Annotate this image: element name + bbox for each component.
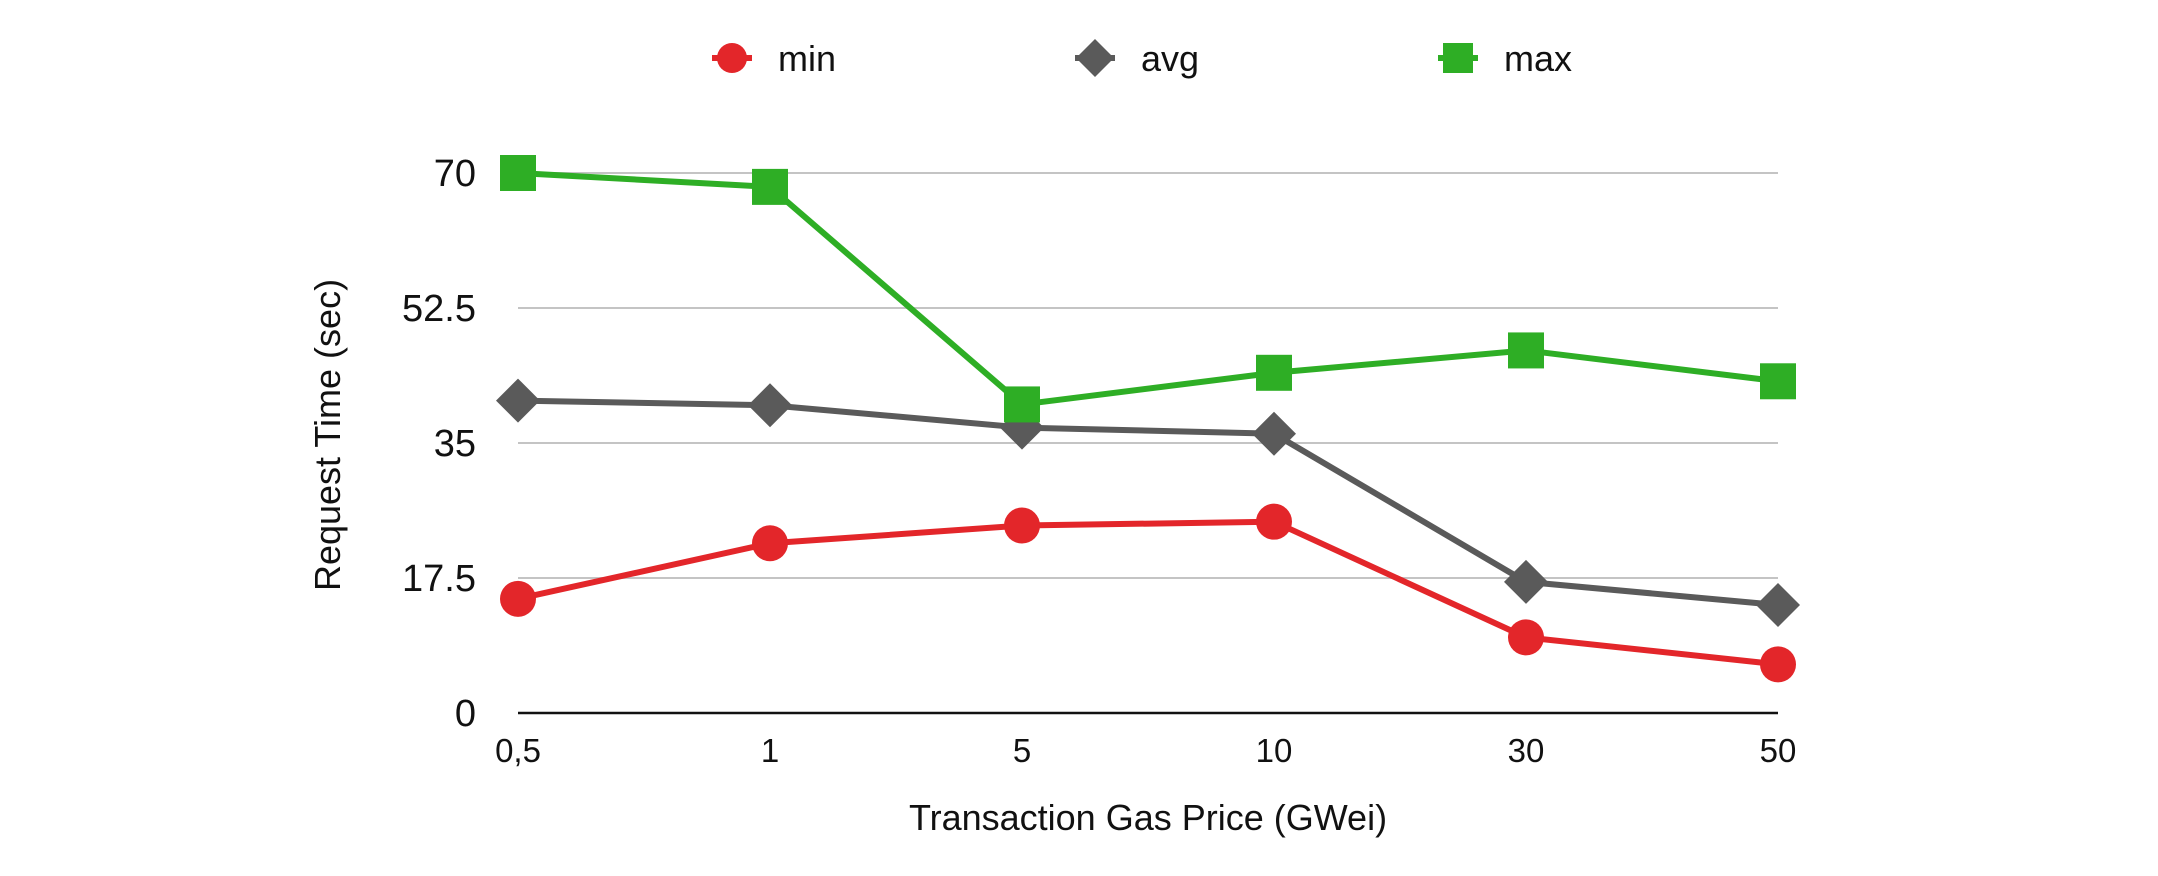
series-avg — [496, 378, 1800, 627]
x-tick-label: 5 — [1013, 732, 1031, 769]
x-tick-labels: 0,5 1 5 10 30 50 — [495, 732, 1796, 769]
y-tick-label: 0 — [455, 693, 476, 735]
series-max — [500, 155, 1796, 423]
legend-label: avg — [1141, 38, 1199, 79]
legend: min avg max — [712, 38, 1572, 79]
data-point-max — [1508, 332, 1544, 369]
x-tick-label: 50 — [1760, 732, 1797, 769]
data-point-min — [752, 525, 788, 562]
data-point-avg — [496, 378, 540, 423]
legend-marker-avg — [1076, 39, 1114, 77]
legend-marker-max — [1443, 43, 1473, 73]
series-line-max — [517, 170, 1779, 408]
data-point-max — [1004, 386, 1040, 423]
x-tick-label: 30 — [1508, 732, 1545, 769]
y-tick-label: 17.5 — [402, 558, 476, 600]
legend-item-max: max — [1438, 38, 1572, 79]
data-point-avg — [748, 383, 792, 428]
data-point-max — [752, 168, 788, 205]
data-point-min — [1760, 646, 1796, 683]
grid-lines — [518, 172, 1778, 579]
series-line-min — [517, 518, 1779, 668]
x-tick-label: 1 — [761, 732, 779, 769]
data-point-avg — [1756, 583, 1800, 627]
x-axis-title: Transaction Gas Price (GWei) — [909, 797, 1387, 838]
y-tick-label: 52.5 — [402, 288, 476, 330]
series-line-avg — [517, 397, 1779, 608]
data-point-max — [1760, 363, 1796, 400]
data-point-min — [500, 580, 536, 617]
legend-label: max — [1504, 38, 1572, 79]
x-tick-label: 0,5 — [495, 732, 541, 769]
y-tick-label: 70 — [434, 153, 476, 195]
y-tick-labels: 0 17.5 35 52.5 70 — [402, 153, 476, 735]
y-tick-label: 35 — [434, 423, 476, 465]
legend-item-avg: avg — [1075, 38, 1199, 79]
legend-label: min — [778, 38, 836, 79]
data-point-min — [1256, 503, 1292, 540]
legend-marker-min — [717, 43, 747, 73]
data-point-min — [1004, 507, 1040, 544]
x-tick-label: 10 — [1256, 732, 1293, 769]
data-point-avg — [1504, 559, 1548, 604]
data-point-min — [1508, 619, 1544, 656]
data-point-max — [1256, 354, 1292, 391]
data-point-avg — [1252, 411, 1296, 456]
series-group — [496, 155, 1800, 683]
y-axis-title: Request Time (sec) — [307, 279, 348, 591]
legend-item-min: min — [712, 38, 836, 79]
series-min — [500, 503, 1796, 683]
data-point-max — [500, 155, 536, 191]
